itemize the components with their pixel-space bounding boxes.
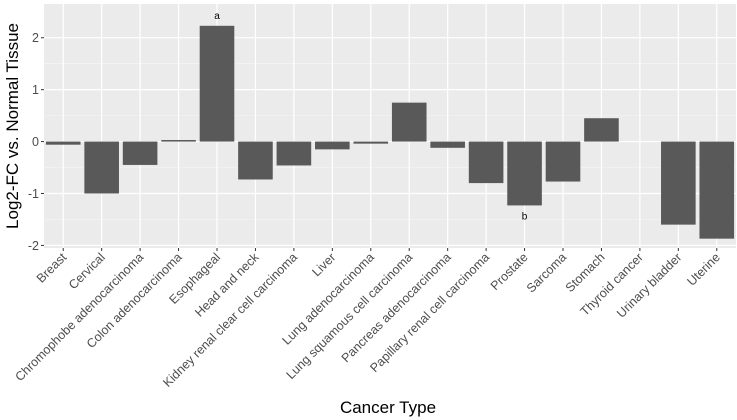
x-axis-title: Cancer Type <box>340 398 436 417</box>
y-tick-label: -1 <box>28 187 39 201</box>
bar-liver <box>315 141 350 150</box>
annotation-label: a <box>214 11 220 22</box>
annotations: ab <box>214 11 528 223</box>
y-tick-label: 0 <box>32 135 39 149</box>
y-tick-label: 2 <box>32 31 39 45</box>
bar-papillary-renal-cell-carcinoma <box>468 141 504 184</box>
bar-uterine <box>699 141 735 239</box>
bar-lung-squamous-cell-carcinoma <box>391 102 427 142</box>
annotation-label: b <box>522 211 528 222</box>
bar-chromophobe-adenocarcinoma <box>122 141 158 165</box>
bar-kidney-renal-clear-cell-carcinoma <box>276 141 312 166</box>
y-axis: -2 -1 0 1 2 <box>28 31 44 253</box>
bar-prostate <box>507 141 542 206</box>
bar-pancreas-adenocarcinoma <box>430 141 465 148</box>
bar-lung-adenocarcinoma <box>353 141 389 144</box>
x-tick-label: Sarcoma <box>524 250 569 295</box>
bars <box>45 25 735 239</box>
bar-head-and-neck <box>238 141 273 180</box>
y-tick-label: -2 <box>28 239 39 253</box>
x-tick-label: Liver <box>309 250 338 279</box>
y-axis-title: Log2-FC vs. Normal Tissue <box>3 23 22 229</box>
bar-cervical <box>84 141 119 194</box>
bar-breast <box>45 141 81 145</box>
bar-esophageal <box>199 25 235 142</box>
plot-panel <box>44 4 736 248</box>
bar-urinary-bladder <box>661 141 696 225</box>
bar-stomach <box>584 118 619 142</box>
x-tick-label: Uterine <box>685 250 723 288</box>
bar-sarcoma <box>545 141 581 182</box>
y-tick-label: 1 <box>32 83 39 97</box>
x-tick-label: Breast <box>34 250 70 286</box>
bar-colon-adenocarcinoma <box>161 140 196 142</box>
